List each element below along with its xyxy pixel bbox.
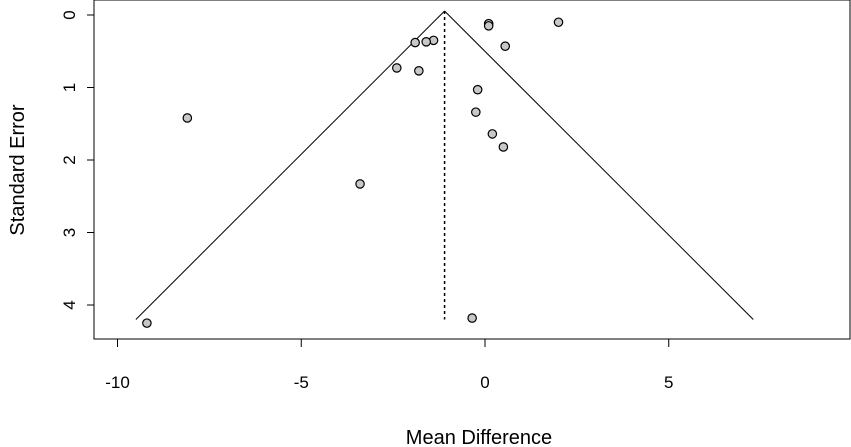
y-axis: 0 1 2 3 4 — [60, 10, 94, 310]
funnel-lines — [135, 10, 754, 320]
data-point — [182, 113, 193, 123]
plot-frame — [93, 0, 851, 340]
data-points — [142, 17, 564, 328]
y-tick-label: 2 — [60, 155, 79, 164]
y-tick-label: 3 — [60, 228, 79, 237]
funnel-left-line — [135, 10, 445, 320]
data-point — [498, 142, 509, 152]
data-point — [467, 313, 477, 323]
data-point — [483, 21, 494, 31]
y-axis-title: Standard Error — [7, 104, 29, 236]
y-tick-label: 4 — [60, 300, 79, 309]
x-tick-label: -5 — [294, 373, 309, 392]
data-point — [553, 17, 564, 28]
data-point — [410, 37, 420, 48]
x-tick-label: 5 — [664, 373, 673, 392]
y-tick-label: 0 — [60, 10, 79, 19]
y-tick-label: 1 — [60, 83, 79, 92]
data-point — [471, 107, 481, 117]
data-point — [391, 63, 402, 73]
data-point — [421, 37, 431, 47]
x-axis-title: Mean Difference — [406, 427, 552, 447]
data-point — [500, 41, 511, 51]
x-tick-label: 0 — [480, 373, 489, 392]
data-point — [414, 66, 424, 76]
data-point — [487, 129, 498, 139]
data-point — [472, 84, 483, 95]
data-point — [142, 318, 152, 328]
x-tick-label: -10 — [105, 373, 130, 392]
x-axis: -10 -5 0 5 — [105, 338, 673, 392]
funnel-right-line — [444, 10, 754, 320]
data-point — [355, 179, 365, 189]
